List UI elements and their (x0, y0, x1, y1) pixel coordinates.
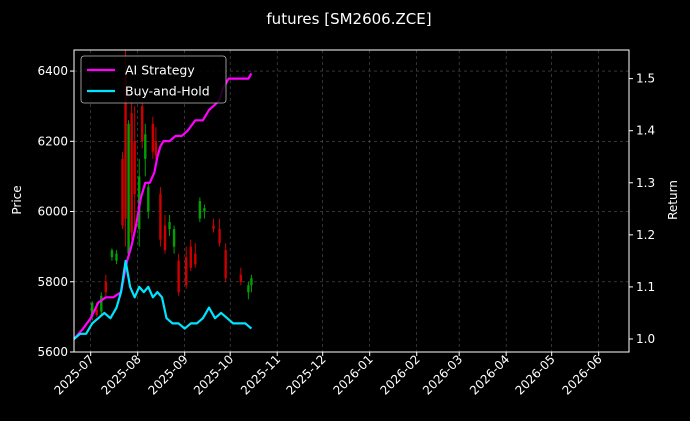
candle-body (95, 309, 98, 316)
candle-body (133, 141, 136, 194)
legend-label: AI Strategy (125, 63, 195, 78)
legend-box (80, 55, 227, 104)
candle-body (127, 123, 130, 254)
candle-body (247, 285, 250, 293)
series-line-buy-and-hold (73, 259, 253, 340)
legend: AI Strategy Buy-and-Hold (80, 55, 227, 104)
candle-body (144, 134, 147, 159)
candle-body (239, 274, 243, 282)
legend-label: Buy-and-Hold (125, 84, 210, 99)
candle-body (185, 257, 188, 286)
y-tick-label-left: 6400 (37, 64, 68, 78)
candle-body (194, 253, 197, 265)
candle-body (168, 222, 171, 230)
candle-body (110, 250, 114, 258)
candle-body (198, 201, 202, 219)
chart-title: futures [SM2606.ZCE] (266, 10, 431, 28)
y-axis-label-left: Price (10, 185, 24, 214)
candle-body (163, 225, 167, 251)
y-tick-label-left: 5800 (37, 275, 68, 289)
candle-body (100, 295, 103, 312)
candle-body (124, 71, 127, 219)
y-axis-label-right: Return (666, 180, 680, 220)
candle-body (151, 123, 155, 152)
candle-body (172, 229, 176, 247)
y-tick-label-right: 1.5 (636, 72, 655, 86)
candle-body (189, 246, 192, 268)
candle-body (203, 208, 206, 212)
candle-body (177, 260, 180, 293)
candle-body (130, 113, 133, 233)
candlesticks (90, 50, 253, 321)
candle-body (104, 281, 108, 293)
y-tick-label-right: 1.2 (636, 228, 655, 242)
candle-body (147, 186, 150, 212)
y-tick-label-right: 1.0 (636, 332, 655, 346)
candle-body (250, 278, 253, 286)
candle-body (115, 253, 118, 261)
candle-body (90, 302, 94, 317)
candle-body (141, 106, 144, 142)
candle-body (159, 193, 162, 240)
candle-body (121, 158, 124, 226)
y-tick-label-left: 6000 (37, 205, 68, 219)
y-tick-label-right: 1.3 (636, 176, 655, 190)
y-tick-label-right: 1.4 (636, 124, 655, 138)
y-tick-label-left: 5600 (37, 345, 68, 359)
candle-body (218, 229, 221, 244)
candle-body (224, 250, 227, 279)
y-tick-label-left: 6200 (37, 134, 68, 148)
y-tick-label-right: 1.1 (636, 280, 655, 294)
candle-body (154, 141, 158, 156)
plot-frame (73, 49, 630, 353)
candle-body (212, 225, 215, 230)
